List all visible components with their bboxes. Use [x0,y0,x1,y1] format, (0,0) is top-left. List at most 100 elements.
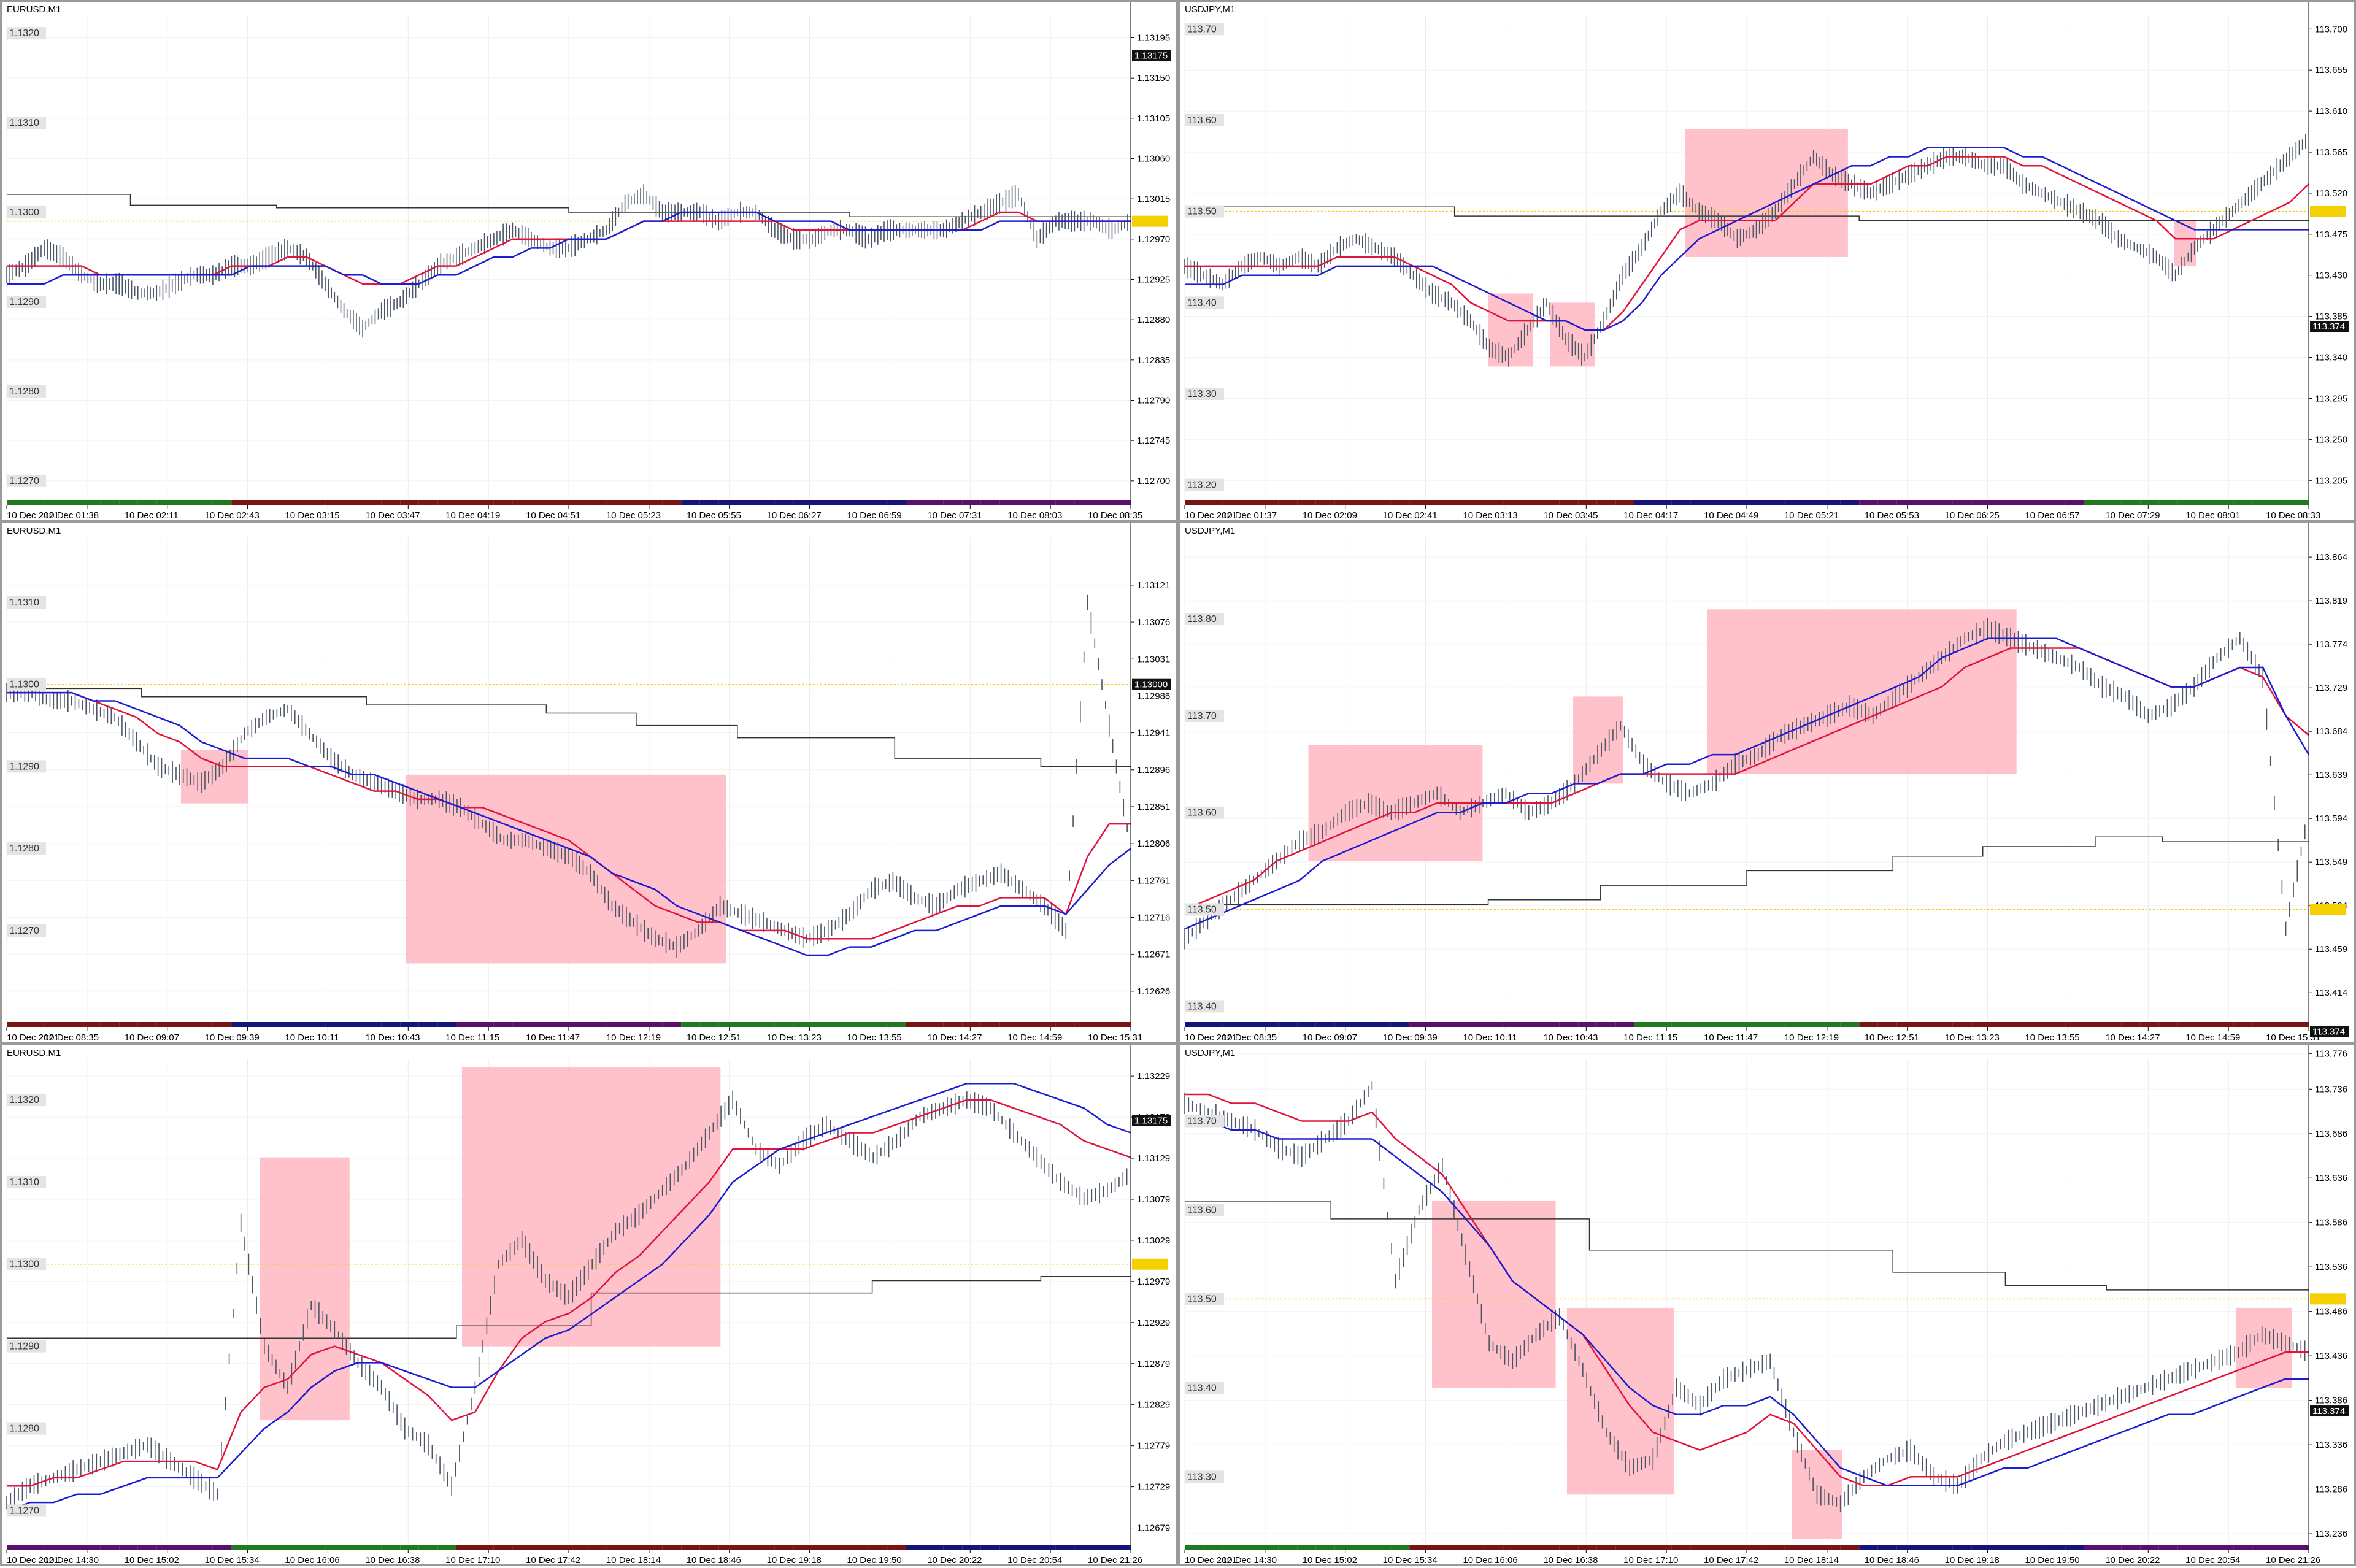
price-tick-label: 113.636 [2315,1173,2347,1183]
price-tick-label: 1.13076 [1137,617,1170,628]
session-strip [1241,1545,1260,1550]
time-label: 10 Dec 05:23 [606,510,661,521]
chart-panel-3[interactable]: 113.864 113.819 113.774 113.729 113.684 113.6… [1178,521,2356,1043]
session-strip [1112,500,1131,505]
time-label: 10 Dec 06:25 [1945,510,2000,521]
session-strip [1915,1545,1934,1550]
time-label: 10 Dec 03:47 [365,510,420,521]
chart-panel-5[interactable]: 113.776 113.736 113.686 113.636 113.586 113.5… [1178,1043,2356,1566]
session-strip [2009,1022,2028,1027]
time-label: 10 Dec 04:49 [1704,510,1758,521]
level-label: 113.40 [1187,298,1217,308]
price-tick-label: 113.250 [2315,434,2347,445]
price-tick-label: 1.12970 [1137,234,1170,245]
level-label-bg [7,1422,46,1435]
session-strip [737,1022,756,1027]
session-strip [1428,1022,1447,1027]
session-strip [250,1022,269,1027]
grid [6,15,1131,499]
time-label: 10 Dec 08:35 [44,1032,99,1043]
current-price-tag [2310,1026,2349,1037]
session-strip [1784,1545,1803,1550]
session-strip [1859,1545,1878,1550]
symbol-label: EURUSD,M1 [7,4,61,15]
time-label: 10 Dec 15:31 [2266,1032,2320,1043]
chart-panel-1[interactable]: 113.700 113.655 113.610 113.565 113.520 113.4… [1178,0,2356,521]
price-tick-label: 1.13029 [1137,1236,1170,1246]
level-label: 113.60 [1187,808,1217,818]
session-strip [2271,1022,2290,1027]
session-strip [231,1022,250,1027]
price-tick-label: 1.12929 [1137,1318,1170,1328]
session-strip [1297,1545,1316,1550]
level-label-bg [1185,296,1224,309]
session-strip [1728,500,1747,505]
time-label: 10 Dec 14:59 [1007,1032,1062,1043]
level-label-bg [1185,478,1224,491]
time-label: 10 Dec 12:51 [1865,1032,1919,1043]
price-tick-label: 113.205 [2315,475,2347,486]
time-label: 10 Dec 20:54 [1007,1555,1062,1566]
highlight-box-2 [1707,609,2017,774]
time-label: 10 Dec 11:15 [1623,1032,1677,1043]
price-tick-label: 1.13105 [1137,113,1170,124]
level-label: 113.50 [1187,1294,1217,1304]
session-strip [925,1022,944,1027]
step-line [7,688,1131,767]
session-strip [175,1545,194,1550]
time-label: 10 Dec 05:55 [687,510,741,521]
current-price-tag [1132,678,1171,690]
chart-svg-1: 113.700 113.655 113.610 113.565 113.520 113.4… [1184,2,2349,521]
level-label: 1.1320 [9,1095,39,1105]
session-strip [1428,500,1447,505]
price-tick-label: 113.565 [2315,147,2347,158]
session-strip [962,500,981,505]
session-strip [1260,500,1279,505]
time-label: 10 Dec 10:43 [1543,1032,1598,1043]
time-label: 10 Dec 06:57 [2025,510,2079,521]
chart-panel-0[interactable]: 1.13195 1.13150 1.13105 1.13060 1.13015 1.129… [0,0,1178,521]
session-strip [1541,500,1560,505]
session-strip [868,500,888,505]
ma-blue-line [1185,1120,2309,1487]
chart-panel-4[interactable]: 1.132291.131791.131291.130791.130291.129… [0,1043,1178,1566]
session-strip [1522,1022,1541,1027]
session-strip [400,500,419,505]
level-tag [2310,1293,2346,1305]
session-strip [1484,1545,1504,1550]
session-strip [962,1545,981,1550]
highlight-box-0 [180,750,248,804]
time-label: 10 Dec 01:37 [1222,510,1277,521]
price-tick-label: 113.594 [2315,813,2347,824]
session-strip [175,1022,194,1027]
session-strip [2177,500,2196,505]
session-strip [1877,500,1897,505]
current-price-label: 113.374 [2312,1026,2345,1037]
session-strip [1278,1022,1298,1027]
level-label-bg [1185,903,1224,916]
level-label: 1.1290 [9,761,39,772]
session-strip [1671,500,1691,505]
session-strip [1522,500,1541,505]
time-label: 10 Dec 11:47 [526,1032,580,1043]
session-strip [1074,1545,1093,1550]
session-strip [250,1545,269,1550]
session-strip [1896,1545,1915,1550]
session-strip [2215,1545,2234,1550]
time-label: 10 Dec 05:21 [1784,510,1839,521]
time-label: 10 Dec 05:53 [1865,510,1919,521]
session-strip [1615,1022,1634,1027]
highlight-box-1 [1573,696,1623,784]
chart-panel-2[interactable]: 1.13121 1.13076 1.13031 1.12986 1.12941 1.128… [0,521,1178,1043]
session-strip [887,1545,906,1550]
session-strip [906,1545,925,1550]
time-label: 10 Dec 20:22 [927,1555,982,1566]
time-label: 10 Dec 02:09 [1303,510,1357,521]
level-label: 113.40 [1187,1383,1217,1393]
time-label: 10 Dec 14:27 [927,1032,982,1043]
session-strip [2084,1545,2103,1550]
session-strip [1390,1545,1410,1550]
session-strip [1353,1545,1372,1550]
session-strip [1840,500,1860,505]
level-label-bg [1185,709,1224,722]
